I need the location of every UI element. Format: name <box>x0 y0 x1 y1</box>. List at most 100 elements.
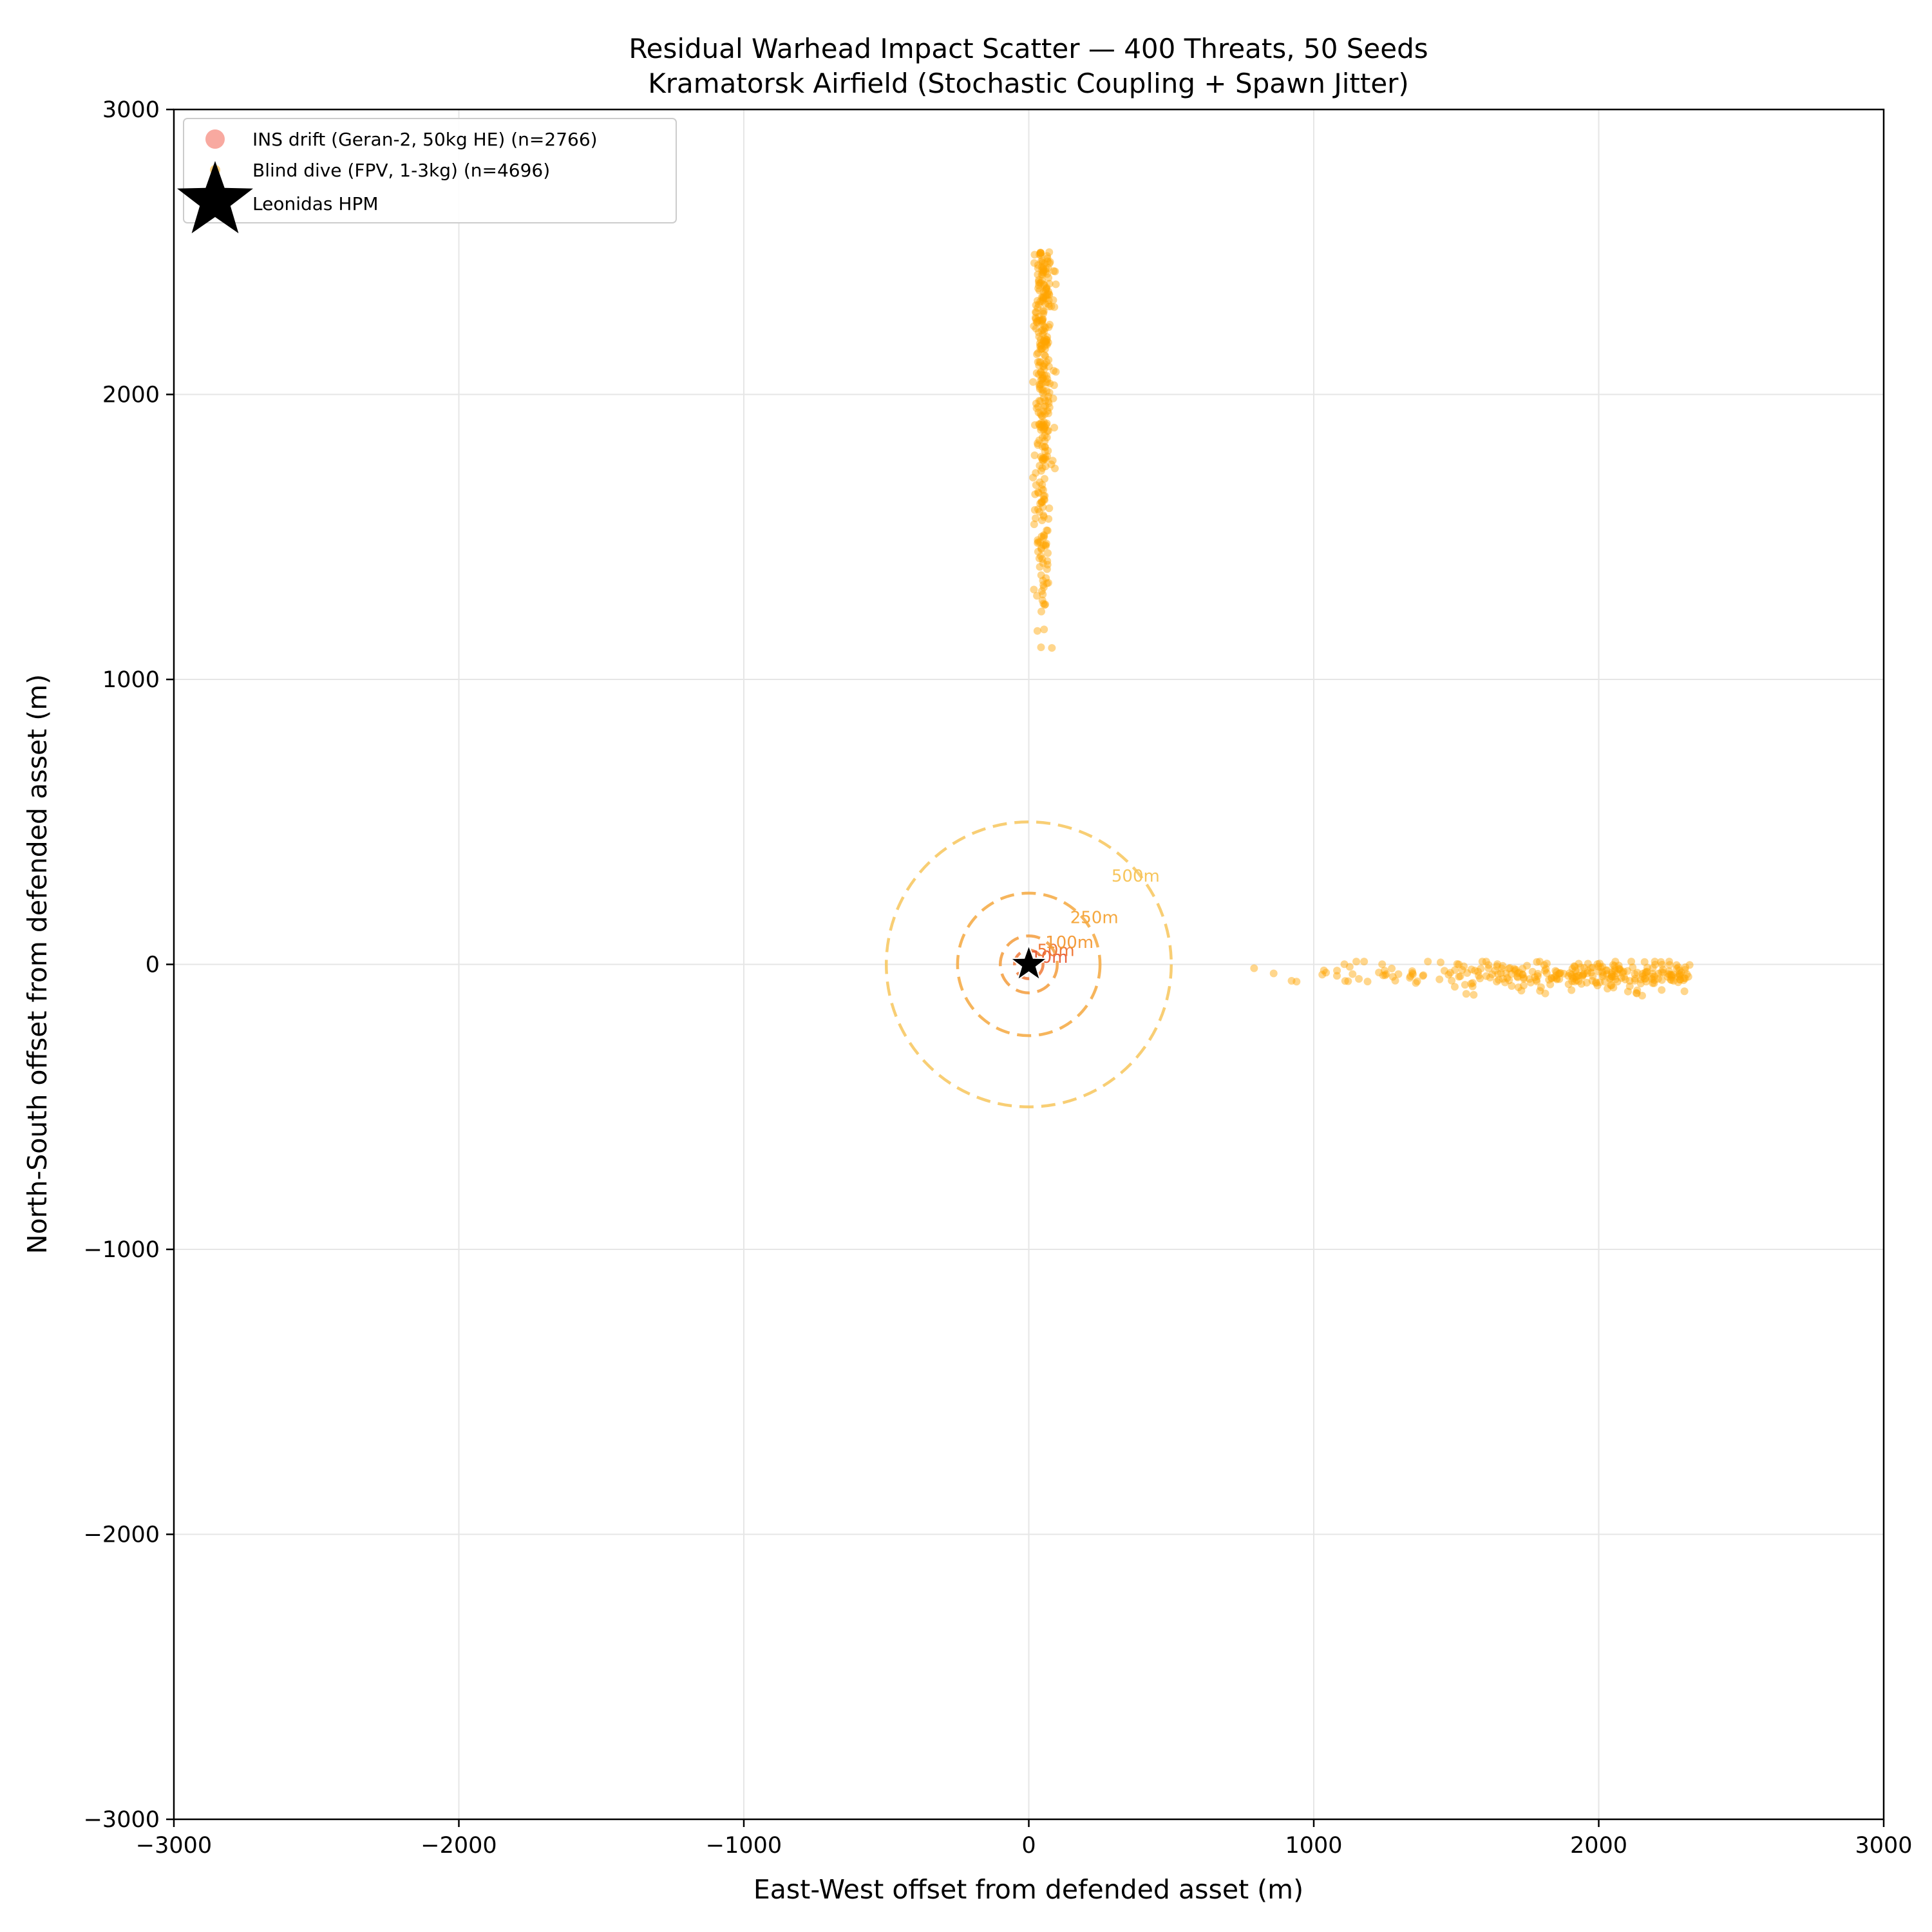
scatter-point <box>1043 252 1051 260</box>
scatter-point <box>1412 979 1420 987</box>
scatter-point <box>1463 969 1472 977</box>
scatter-point <box>1039 533 1048 542</box>
scatter-point <box>1355 975 1363 983</box>
range-ring <box>885 820 1173 1108</box>
scatter-point <box>1040 532 1048 540</box>
scatter-point <box>1040 455 1048 463</box>
range-ring-label: 100m <box>1045 933 1094 952</box>
scatter-point <box>1643 963 1651 972</box>
scatter-point <box>1030 259 1038 267</box>
scatter-point <box>1046 379 1054 388</box>
scatter-point <box>1045 323 1053 331</box>
scatter-point <box>1484 964 1493 972</box>
scatter-point <box>1033 350 1041 359</box>
scatter-point <box>1602 966 1610 974</box>
scatter-point <box>1039 362 1047 370</box>
scatter-point <box>1613 969 1622 978</box>
scatter-point <box>1044 549 1052 557</box>
scatter-point <box>1672 965 1681 973</box>
scatter-point <box>1535 958 1544 966</box>
scatter-point <box>1633 986 1642 994</box>
scatter-point <box>1032 369 1041 377</box>
scatter-point <box>1518 971 1526 979</box>
scatter-point <box>1036 538 1045 546</box>
scatter-point <box>1519 971 1527 979</box>
scatter-point <box>1681 963 1690 971</box>
scatter-point <box>1037 341 1045 350</box>
scatter-point <box>1038 498 1046 506</box>
scatter-point <box>1664 970 1672 978</box>
scatter-point <box>1566 969 1574 978</box>
scatter-point <box>1041 453 1050 462</box>
scatter-point <box>1031 314 1039 322</box>
scatter-point <box>1511 965 1520 974</box>
scatter-point <box>1642 978 1651 986</box>
scatter-point <box>1668 973 1676 981</box>
scatter-point <box>1580 969 1588 978</box>
y-axis-label: North-South offset from defended asset (… <box>22 674 53 1254</box>
scatter-point <box>1037 485 1046 493</box>
scatter-point <box>1523 961 1531 970</box>
scatter-point <box>1542 965 1550 973</box>
scatter-point <box>1037 249 1045 257</box>
scatter-point <box>1045 388 1054 397</box>
scatter-point <box>1041 324 1050 332</box>
scatter-point <box>1589 963 1597 972</box>
scatter-point <box>1042 379 1050 387</box>
scatter-point <box>1045 504 1054 513</box>
scatter-point <box>1035 332 1043 341</box>
scatter-point <box>1039 420 1047 428</box>
scatter-point <box>1046 258 1054 266</box>
range-ring <box>956 891 1102 1037</box>
scatter-point <box>1043 526 1052 535</box>
scatter-point <box>1039 293 1047 301</box>
scatter-point <box>1045 302 1054 310</box>
scatter-point <box>1406 972 1415 980</box>
scatter-point <box>1550 973 1558 981</box>
scatter-point <box>1039 315 1047 323</box>
scatter-point <box>1039 293 1047 301</box>
scatter-point <box>1607 981 1615 989</box>
scatter-point <box>1034 402 1043 411</box>
scatter-point <box>1461 981 1469 989</box>
scatter-point <box>1050 424 1059 432</box>
legend-label-blind-dive: Blind dive (FPV, 1-3kg) (n=4696) <box>252 160 550 181</box>
legend-marker-star-icon <box>177 161 253 234</box>
scatter-point <box>1444 971 1453 979</box>
scatter-point <box>1052 280 1060 289</box>
legend-label-ins-drift: INS drift (Geran-2, 50kg HE) (n=2766) <box>252 129 598 150</box>
scatter-point <box>1595 960 1604 968</box>
y-tick-label: 1000 <box>102 667 160 693</box>
scatter-point <box>1037 643 1045 652</box>
scatter-point <box>1040 323 1048 331</box>
scatter-point <box>1640 958 1649 966</box>
scatter-point <box>1032 514 1040 522</box>
scatter-point <box>1045 300 1053 308</box>
scatter-point <box>1037 607 1045 616</box>
scatter-point <box>1568 972 1577 981</box>
legend: INS drift (Geran-2, 50kg HE) (n=2766) Bl… <box>177 118 677 234</box>
scatter-point <box>1584 967 1592 975</box>
scatter-point <box>1039 389 1047 397</box>
scatter-point <box>1502 969 1510 978</box>
scatter-point <box>1575 960 1583 968</box>
scatter-point <box>1035 281 1043 290</box>
scatter-point <box>1045 259 1054 267</box>
scatter-point <box>1041 299 1049 308</box>
scatter-point <box>1047 460 1056 469</box>
scatter-point <box>1322 969 1331 977</box>
scatter-point <box>1041 337 1050 346</box>
scatter-point <box>1462 990 1470 998</box>
scatter-point <box>1039 492 1048 500</box>
leonidas-hpm-marker <box>1009 943 1049 982</box>
scatter-point <box>1038 596 1046 605</box>
scatter-point <box>1038 480 1046 489</box>
scatter-point <box>1036 397 1045 405</box>
scatter-point <box>1608 968 1616 976</box>
scatter-point <box>1034 261 1042 269</box>
scatter-point <box>1615 965 1623 973</box>
scatter-point <box>1624 967 1632 975</box>
scatter-point <box>1036 563 1044 571</box>
scatter-point <box>1036 499 1045 507</box>
scatter-point <box>1043 378 1052 386</box>
